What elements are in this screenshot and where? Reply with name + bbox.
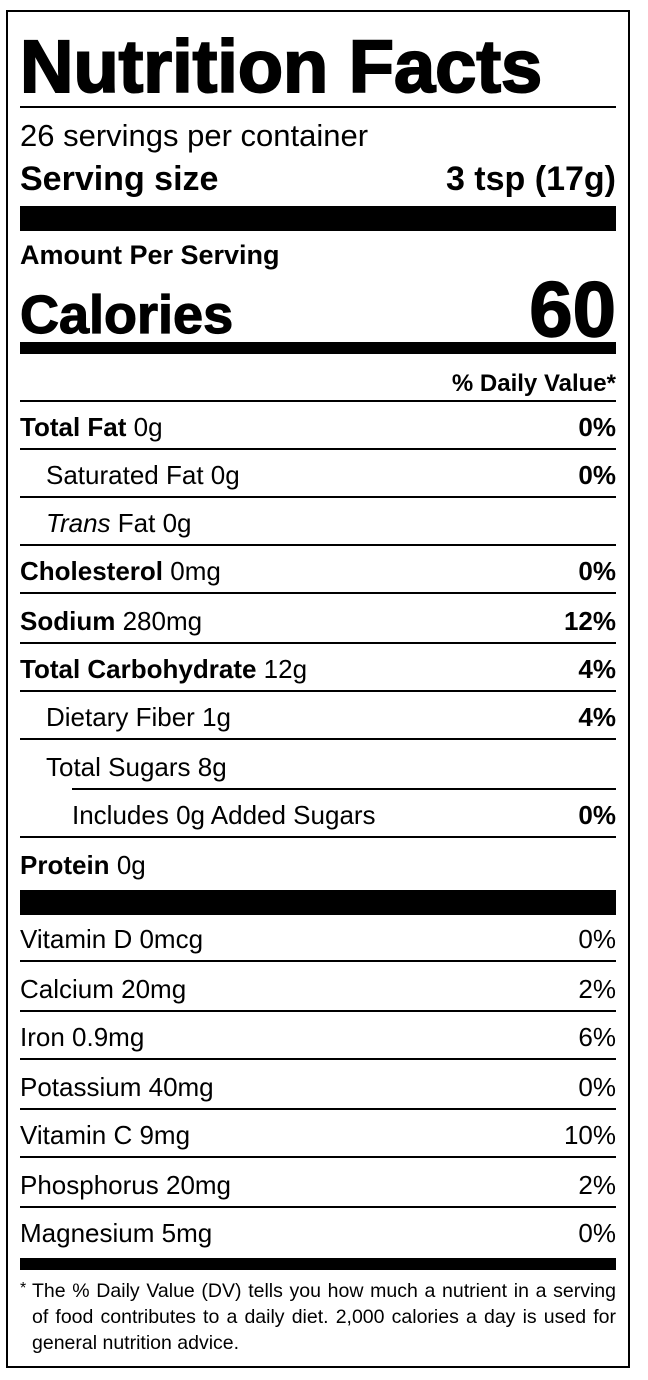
vitamin-daily-value: 6%	[578, 1022, 616, 1052]
label-title: Nutrition Facts	[19, 25, 543, 108]
row-divider	[20, 960, 616, 962]
nutrient-name: Saturated Fat 0g	[46, 460, 240, 490]
footnote: * The % Daily Value (DV) tells you how m…	[20, 1278, 616, 1356]
nutrient-name: Total Carbohydrate 12g	[20, 654, 308, 684]
nutrient-row-total-carbohydrate: Total Carbohydrate 12g 4%	[20, 644, 616, 692]
nutrient-daily-value: 0%	[578, 460, 616, 490]
vitamin-row-vitamin-d: Vitamin D 0mcg 0%	[20, 914, 616, 962]
nutrient-name: Total Sugars 8g	[46, 752, 227, 782]
vitamin-name: Calcium 20mg	[20, 974, 187, 1004]
nutrient-row-dietary-fiber: Dietary Fiber 1g 4%	[20, 692, 616, 740]
nutrient-daily-value: 4%	[578, 654, 616, 684]
nutrient-row-sodium: Sodium 280mg 12%	[20, 596, 616, 644]
row-divider	[20, 496, 616, 498]
row-divider	[20, 1108, 616, 1110]
divider-thin	[20, 106, 616, 108]
row-divider	[20, 642, 616, 644]
nutrient-name: Dietary Fiber 1g	[46, 702, 231, 732]
nutrient-name: Sodium 280mg	[20, 606, 203, 636]
row-divider	[20, 1058, 616, 1060]
row-divider	[20, 1206, 616, 1208]
nutrient-name: Total Fat 0g	[20, 412, 163, 442]
vitamin-row-phosphorus: Phosphorus 20mg 2%	[20, 1160, 616, 1208]
row-divider	[20, 1156, 616, 1158]
vitamin-row-potassium: Potassium 40mg 0%	[20, 1062, 616, 1110]
nutrient-name: Cholesterol 0mg	[20, 556, 221, 586]
row-divider	[20, 738, 616, 740]
row-divider	[72, 788, 616, 790]
vitamin-name: Iron 0.9mg	[20, 1022, 145, 1052]
vitamin-row-calcium: Calcium 20mg 2%	[20, 964, 616, 1012]
nutrient-daily-value: 0%	[578, 556, 616, 586]
serving-size-label: Serving size	[20, 160, 219, 198]
vitamin-row-magnesium: Magnesium 5mg 0%	[20, 1208, 616, 1256]
row-divider	[20, 690, 616, 692]
divider-thick	[20, 206, 616, 231]
divider-medium	[20, 342, 616, 354]
nutrient-name: Includes 0g Added Sugars	[72, 800, 376, 830]
nutrition-facts-label: Nutrition Facts 26 servings per containe…	[6, 10, 630, 1368]
row-divider	[20, 592, 616, 594]
serving-size: Serving size 3 tsp (17g)	[20, 162, 616, 198]
nutrient-row-total-sugars: Total Sugars 8g	[20, 742, 616, 790]
amount-per-serving: Amount Per Serving	[20, 240, 280, 270]
vitamin-daily-value: 2%	[578, 1170, 616, 1200]
vitamin-daily-value: 0%	[578, 924, 616, 954]
nutrient-daily-value: 4%	[578, 702, 616, 732]
vitamin-daily-value: 10%	[563, 1120, 616, 1150]
nutrient-name: Protein 0g	[20, 850, 146, 880]
vitamin-daily-value: 2%	[578, 974, 616, 1004]
vitamin-name: Vitamin C 9mg	[20, 1120, 191, 1150]
nutrient-row-saturated-fat: Saturated Fat 0g 0%	[20, 450, 616, 498]
nutrient-name: Trans Fat 0g	[46, 508, 192, 538]
nutrient-row-protein: Protein 0g	[20, 840, 616, 888]
vitamin-name: Potassium 40mg	[20, 1072, 214, 1102]
nutrient-row-trans-fat: Trans Fat 0g	[20, 498, 616, 546]
row-divider	[20, 836, 616, 838]
vitamin-daily-value: 0%	[578, 1072, 616, 1102]
row-divider	[20, 544, 616, 546]
nutrient-row-added-sugars: Includes 0g Added Sugars 0%	[20, 790, 616, 838]
vitamin-row-iron: Iron 0.9mg 6%	[20, 1012, 616, 1060]
footnote-text: The % Daily Value (DV) tells you how muc…	[32, 1280, 616, 1354]
vitamin-name: Phosphorus 20mg	[20, 1170, 232, 1200]
vitamin-row-vitamin-c: Vitamin C 9mg 10%	[20, 1110, 616, 1158]
nutrient-daily-value: 0%	[578, 412, 616, 442]
footnote-marker: *	[20, 1280, 27, 1297]
serving-size-value: 3 tsp (17g)	[445, 160, 616, 198]
calories-row: Calories 60	[19, 269, 616, 354]
row-divider	[20, 448, 616, 450]
vitamin-name: Vitamin D 0mcg	[20, 924, 204, 954]
nutrient-daily-value: 0%	[578, 800, 616, 830]
servings-per-container: 26 servings per container	[20, 118, 369, 153]
nutrient-daily-value: 12%	[563, 606, 616, 636]
calories-label: Calories	[19, 285, 234, 345]
calories-value: 60	[528, 265, 616, 353]
divider-thick	[20, 890, 616, 915]
nutrient-row-total-fat: Total Fat 0g 0%	[20, 402, 616, 450]
vitamin-name: Magnesium 5mg	[20, 1218, 213, 1248]
row-divider	[20, 1010, 616, 1012]
nutrient-row-cholesterol: Cholesterol 0mg 0%	[20, 546, 616, 594]
vitamin-daily-value: 0%	[578, 1218, 616, 1248]
daily-value-header: % Daily Value*	[451, 370, 616, 397]
divider-medium	[20, 1258, 616, 1270]
divider-thin	[20, 400, 616, 402]
